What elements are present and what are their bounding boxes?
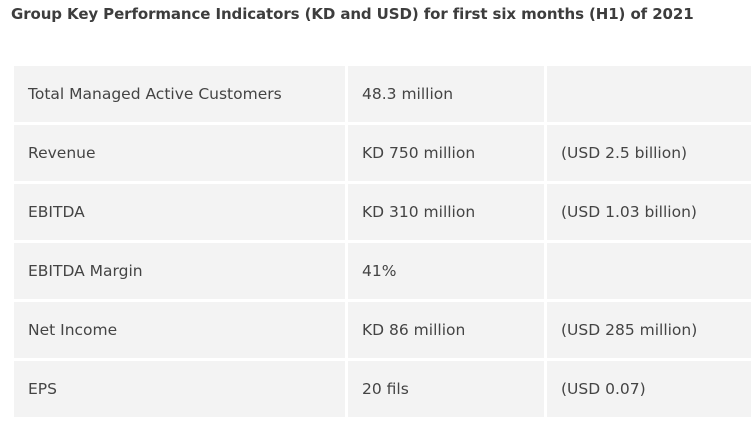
table-row: Net Income KD 86 million (USD 285 millio… xyxy=(14,302,751,358)
table-row: EBITDA Margin 41% xyxy=(14,243,751,299)
kd-value-cell: 20 fils xyxy=(348,361,544,417)
usd-value-cell xyxy=(547,66,751,122)
kpi-table: Total Managed Active Customers 48.3 mill… xyxy=(11,63,753,420)
table-row: EBITDA KD 310 million (USD 1.03 billion) xyxy=(14,184,751,240)
table-row: Total Managed Active Customers 48.3 mill… xyxy=(14,66,751,122)
metric-cell: EBITDA Margin xyxy=(14,243,345,299)
kd-value-cell: 41% xyxy=(348,243,544,299)
usd-value-cell: (USD 285 million) xyxy=(547,302,751,358)
metric-cell: Total Managed Active Customers xyxy=(14,66,345,122)
usd-value-cell: (USD 1.03 billion) xyxy=(547,184,751,240)
metric-cell: EPS xyxy=(14,361,345,417)
kd-value-cell: KD 310 million xyxy=(348,184,544,240)
metric-cell: EBITDA xyxy=(14,184,345,240)
metric-cell: Net Income xyxy=(14,302,345,358)
kd-value-cell: KD 86 million xyxy=(348,302,544,358)
page-title: Group Key Performance Indicators (KD and… xyxy=(11,5,694,23)
usd-value-cell: (USD 0.07) xyxy=(547,361,751,417)
kd-value-cell: KD 750 million xyxy=(348,125,544,181)
usd-value-cell xyxy=(547,243,751,299)
kd-value-cell: 48.3 million xyxy=(348,66,544,122)
metric-cell: Revenue xyxy=(14,125,345,181)
table-row: EPS 20 fils (USD 0.07) xyxy=(14,361,751,417)
table-row: Revenue KD 750 million (USD 2.5 billion) xyxy=(14,125,751,181)
usd-value-cell: (USD 2.5 billion) xyxy=(547,125,751,181)
